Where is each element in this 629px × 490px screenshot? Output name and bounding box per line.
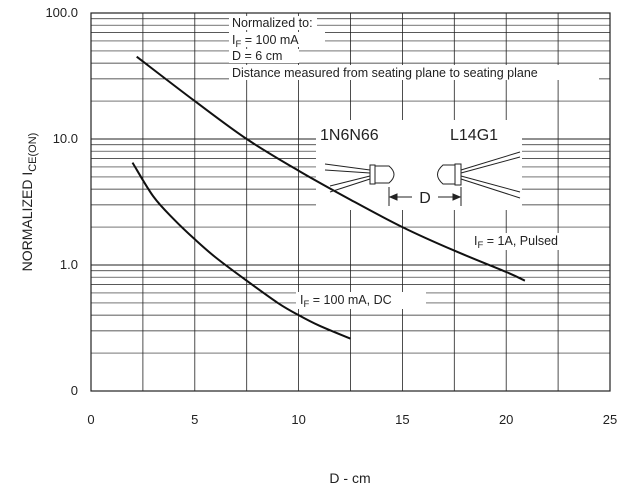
note-line2-rest: = 100 mA	[241, 33, 299, 47]
note-line2: IF = 100 mA	[232, 33, 299, 50]
series-label-pulsed: IF = 1A, Pulsed	[474, 234, 558, 251]
note-box-line1	[229, 16, 317, 30]
x-axis-label: D - cm	[329, 470, 370, 486]
part-label-right: L14G1	[450, 127, 498, 144]
y-axis-label-main: NORMALIZED I	[19, 172, 35, 272]
series-label-pulsed-sub: F	[477, 240, 483, 251]
series-group	[131, 55, 526, 340]
y-axis-label: NORMALIZED ICE(ON)	[19, 133, 39, 272]
y-tick-labels: 0 1.0 10.0 100.0	[45, 5, 78, 398]
component-diagram: 1N6N66 L14G1 D	[320, 127, 521, 207]
x-tick-label: 25	[603, 412, 617, 427]
diagram-box	[316, 120, 522, 210]
series-label-pulsed-main: I	[474, 234, 477, 248]
series-line-dc	[131, 162, 351, 340]
part-label-left: 1N6N66	[320, 127, 379, 144]
note-line2-sub: F	[235, 39, 241, 50]
y-axis-label-sub: CE(ON)	[27, 133, 39, 172]
note-box-line2	[229, 32, 325, 47]
series-line-pulsed	[136, 55, 526, 282]
series-label-dc-rest: = 100 mA, DC	[309, 293, 391, 307]
plot-frame	[90, 12, 611, 392]
x-tick-label: 0	[87, 412, 94, 427]
note-line3: D = 6 cm	[232, 49, 282, 63]
x-tick-label: 15	[395, 412, 409, 427]
note-box-line4	[229, 65, 599, 80]
distance-marker	[388, 187, 462, 206]
left-device-icon	[324, 163, 395, 193]
note-box-line3	[229, 49, 299, 63]
y-tick-label: 0	[71, 383, 78, 398]
series-label-box-2	[296, 292, 426, 309]
x-tick-label: 10	[291, 412, 305, 427]
x-tick-label: 5	[191, 412, 198, 427]
y-tick-label: 10.0	[53, 131, 78, 146]
series-label-dc-main: I	[300, 293, 303, 307]
x-tick-label: 20	[499, 412, 513, 427]
y-tick-label: 1.0	[60, 257, 78, 272]
right-device-icon	[437, 151, 521, 199]
series-label-box-1	[470, 233, 580, 250]
distance-label: D	[419, 190, 431, 207]
x-tick-labels: 0 5 10 15 20 25	[87, 412, 617, 427]
series-label-pulsed-rest: = 1A, Pulsed	[483, 234, 558, 248]
note-line1: Normalized to:	[232, 16, 313, 30]
series-label-dc: IF = 100 mA, DC	[300, 293, 392, 310]
y-tick-label: 100.0	[45, 5, 78, 20]
note-line4: Distance measured from seating plane to …	[232, 66, 538, 80]
series-label-dc-sub: F	[303, 299, 309, 310]
note-line2-main: I	[232, 33, 235, 47]
